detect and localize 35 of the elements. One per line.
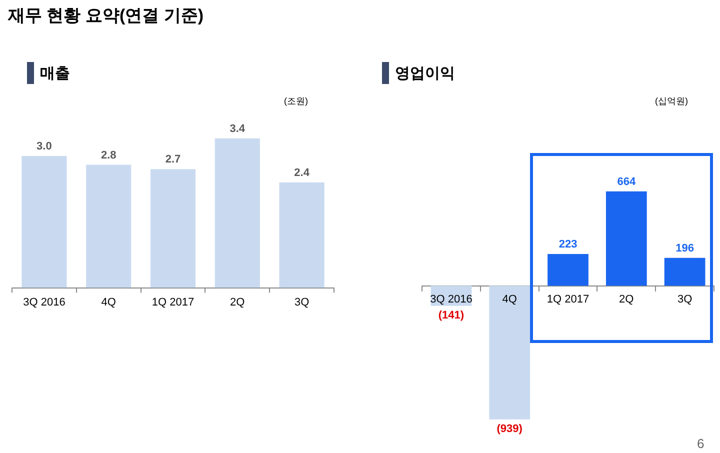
x-tick-label: 2Q xyxy=(619,293,634,306)
data-label: 2.7 xyxy=(165,154,181,166)
x-tick-label: 2Q xyxy=(230,296,246,308)
data-label: 3.0 xyxy=(36,140,52,153)
data-label: 3.4 xyxy=(230,122,246,135)
bar xyxy=(150,169,196,288)
bar xyxy=(214,138,260,288)
text: 재무 현황 요약(연결 기준) xyxy=(8,5,204,27)
x-tick-label: 1Q 2017 xyxy=(152,296,194,308)
data-label: 2.8 xyxy=(100,149,116,162)
data-label: (141) xyxy=(438,309,464,322)
x-tick-label: 1Q 2017 xyxy=(546,293,590,306)
data-label: (939) xyxy=(496,422,523,435)
x-tick-label: 4Q xyxy=(502,293,518,306)
bar xyxy=(548,254,588,286)
x-tick-label: 3Q 2016 xyxy=(23,296,66,308)
chart-title: 매출 xyxy=(40,64,70,82)
text: (십억원) xyxy=(655,95,688,108)
chart-title: 영업이익 xyxy=(395,64,455,82)
data-label: 223 xyxy=(558,238,578,251)
x-tick-label: 3Q xyxy=(677,293,693,306)
x-tick-label: 3Q xyxy=(294,296,310,308)
text: 6 xyxy=(697,436,704,451)
bar xyxy=(22,156,67,288)
bar xyxy=(606,191,647,286)
x-tick-label: 4Q xyxy=(101,296,116,308)
data-label: 196 xyxy=(676,242,694,254)
bar xyxy=(86,164,132,288)
bar xyxy=(489,286,530,420)
text: (조원) xyxy=(284,95,308,108)
bar xyxy=(664,258,706,286)
bar xyxy=(279,182,324,288)
data-label: 664 xyxy=(617,176,636,188)
x-tick-label: 3Q 2016 xyxy=(430,293,472,306)
data-label: 2.4 xyxy=(294,166,310,179)
